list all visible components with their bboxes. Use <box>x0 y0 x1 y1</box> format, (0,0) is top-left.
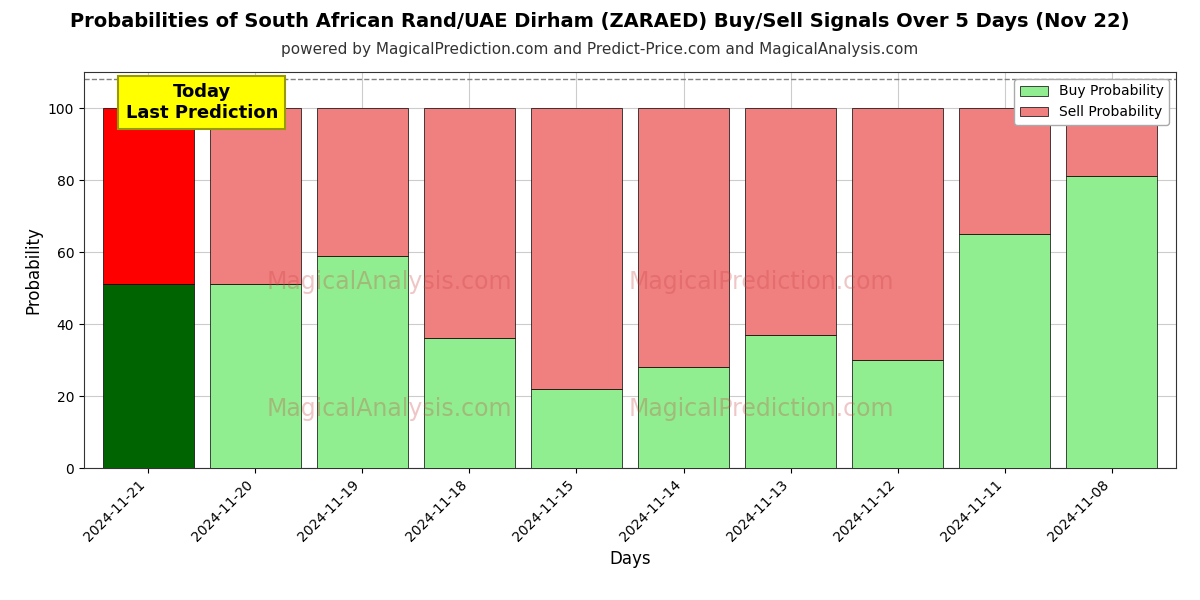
Bar <box>745 335 836 468</box>
Bar <box>530 389 622 468</box>
Bar <box>424 338 515 468</box>
Bar <box>852 108 943 360</box>
Bar <box>103 284 193 468</box>
Bar <box>638 367 730 468</box>
Bar <box>424 108 515 338</box>
Text: powered by MagicalPrediction.com and Predict-Price.com and MagicalAnalysis.com: powered by MagicalPrediction.com and Pre… <box>281 42 919 57</box>
Y-axis label: Probability: Probability <box>24 226 42 314</box>
Bar <box>317 256 408 468</box>
Bar <box>1067 108 1157 176</box>
Text: MagicalPrediction.com: MagicalPrediction.com <box>629 397 894 421</box>
Bar <box>210 108 301 284</box>
Bar <box>530 108 622 389</box>
X-axis label: Days: Days <box>610 550 650 568</box>
Legend: Buy Probability, Sell Probability: Buy Probability, Sell Probability <box>1014 79 1169 125</box>
Text: Probabilities of South African Rand/UAE Dirham (ZARAED) Buy/Sell Signals Over 5 : Probabilities of South African Rand/UAE … <box>71 12 1129 31</box>
Text: MagicalAnalysis.com: MagicalAnalysis.com <box>268 397 512 421</box>
Bar <box>317 108 408 256</box>
Bar <box>745 108 836 335</box>
Text: MagicalAnalysis.com: MagicalAnalysis.com <box>268 270 512 294</box>
Bar <box>959 108 1050 234</box>
Bar <box>103 108 193 284</box>
Bar <box>852 360 943 468</box>
Text: MagicalPrediction.com: MagicalPrediction.com <box>629 270 894 294</box>
Bar <box>1067 176 1157 468</box>
Text: Today
Last Prediction: Today Last Prediction <box>126 83 278 122</box>
Bar <box>210 284 301 468</box>
Bar <box>959 234 1050 468</box>
Bar <box>638 108 730 367</box>
